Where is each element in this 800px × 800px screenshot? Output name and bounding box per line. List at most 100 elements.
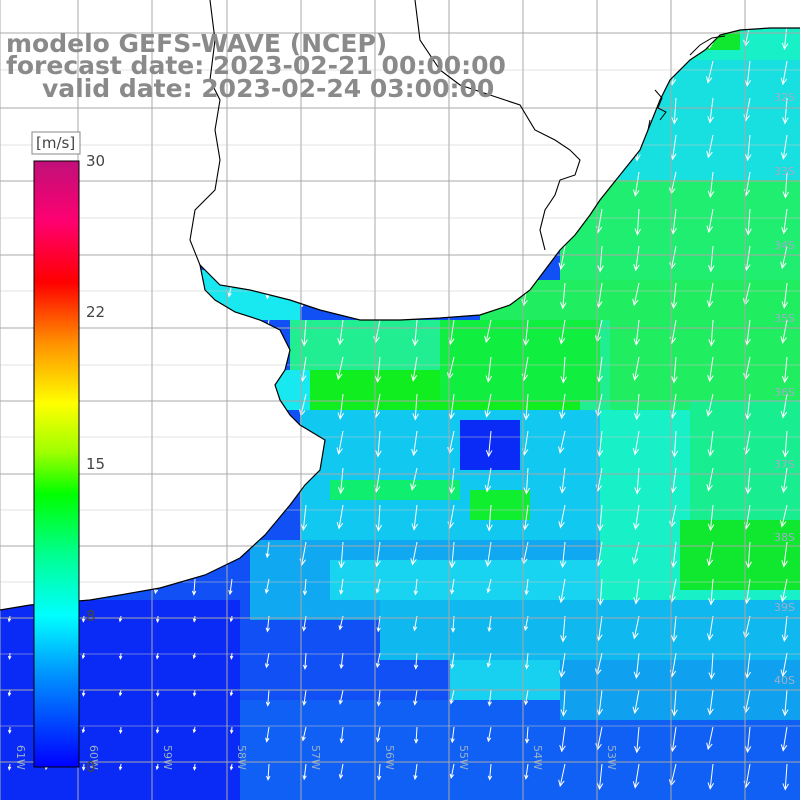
wind-arrow <box>632 615 640 640</box>
wind-arrow <box>597 245 604 273</box>
wind-arrow <box>118 615 123 623</box>
wind-arrow <box>707 504 715 532</box>
wind-arrow <box>265 615 270 633</box>
wind-arrow <box>780 726 788 752</box>
wind-arrow <box>671 430 679 458</box>
longitude-label: 61W <box>14 745 27 770</box>
wind-arrow <box>707 97 714 124</box>
latitude-label: 40S <box>774 674 795 687</box>
wind-arrow <box>707 171 715 199</box>
wind-arrow <box>81 689 86 697</box>
wind-arrow <box>8 726 12 735</box>
wind-arrow <box>81 763 86 771</box>
wind-arrow <box>374 356 382 384</box>
wind-arrow <box>743 97 751 122</box>
forecast-date: forecast date: 2023-02-21 00:00:00 <box>6 51 506 80</box>
wind-arrow <box>559 393 566 420</box>
wind-arrow <box>780 245 788 270</box>
wind-arrow <box>375 652 381 669</box>
wind-arrow <box>634 726 641 754</box>
longitude-label: 56W <box>383 745 396 770</box>
wind-arrow <box>337 393 345 420</box>
wind-arrow <box>375 726 381 743</box>
wind-arrow <box>301 319 308 347</box>
wind-arrow <box>633 578 640 605</box>
wind-arrow <box>412 319 419 347</box>
wind-arrow <box>229 615 234 623</box>
wind-arrow <box>560 356 567 384</box>
wind-arrow <box>449 763 455 779</box>
wind-arrow <box>301 726 307 742</box>
wind-arrow <box>229 689 234 697</box>
wind-arrow <box>487 689 492 707</box>
wind-arrow <box>782 97 789 125</box>
longitude-label: 57W <box>309 745 322 770</box>
wind-arrow <box>782 430 789 458</box>
wind-arrow <box>228 578 233 596</box>
wind-arrow <box>118 726 123 734</box>
wind-arrow <box>597 504 604 532</box>
wind-arrow <box>449 689 455 705</box>
latitude-label: 39S <box>774 601 795 614</box>
wind-arrow <box>302 578 308 596</box>
wind-arrow <box>558 763 566 788</box>
wind-arrow <box>339 578 344 595</box>
wind-arrow <box>707 689 714 716</box>
wind-arrow <box>484 319 492 344</box>
wind-arrow <box>300 504 308 532</box>
wind-arrow <box>375 430 382 458</box>
wind-arrow <box>782 763 789 791</box>
wind-arrow <box>706 393 714 417</box>
colorbar-tick-22: 22 <box>86 303 106 321</box>
colorbar-tick-0: 0 <box>86 758 96 776</box>
wind-arrow <box>782 689 789 717</box>
colorbar <box>33 160 80 768</box>
wind-arrow <box>302 689 307 706</box>
colorbar-unit: [m/s] <box>36 134 76 152</box>
wind-arrow <box>780 578 788 603</box>
wind-arrow <box>375 578 381 594</box>
colorbar-tick-8: 8 <box>86 607 96 625</box>
wind-arrow <box>633 504 640 531</box>
wind-arrow <box>706 726 714 751</box>
wind-arrow <box>413 578 418 596</box>
wind-arrow <box>339 652 344 670</box>
wind-arrow <box>670 282 678 310</box>
wind-arrow <box>708 652 716 680</box>
wind-arrow <box>411 430 418 457</box>
wind-arrow <box>336 504 344 530</box>
wind-arrow <box>558 652 566 678</box>
wind-arrow <box>558 245 566 271</box>
wind-arrow <box>670 208 677 235</box>
wind-arrow <box>781 282 789 309</box>
wind-arrow <box>780 393 788 419</box>
wind-arrow <box>524 726 530 744</box>
wind-arrow <box>780 134 788 160</box>
wind-arrow <box>448 467 456 495</box>
wind-arrow <box>559 726 566 753</box>
wind-arrow <box>632 430 640 456</box>
wind-arrow <box>81 726 86 734</box>
wind-arrow <box>336 356 344 381</box>
wind-arrow <box>156 689 160 698</box>
latitude-label: 36S <box>774 386 795 399</box>
wind-arrow <box>155 726 160 734</box>
wind-arrow <box>155 615 160 623</box>
model-title: modelo GEFS-WAVE (NCEP) <box>6 29 388 58</box>
wind-arrow <box>744 319 751 346</box>
wind-arrow <box>780 652 788 678</box>
wind-arrow <box>596 430 604 458</box>
wind-arrow <box>524 652 530 670</box>
wind-arrow <box>781 615 789 643</box>
latitude-label: 32S <box>774 91 795 104</box>
wind-arrow <box>450 726 455 744</box>
wind-arrow <box>484 393 492 418</box>
wind-arrow <box>485 356 493 383</box>
wind-arrow <box>376 615 381 633</box>
wind-arrow <box>558 430 566 454</box>
wind-arrow <box>558 504 566 529</box>
wind-arrow <box>596 356 603 383</box>
wind-arrow <box>264 652 270 669</box>
